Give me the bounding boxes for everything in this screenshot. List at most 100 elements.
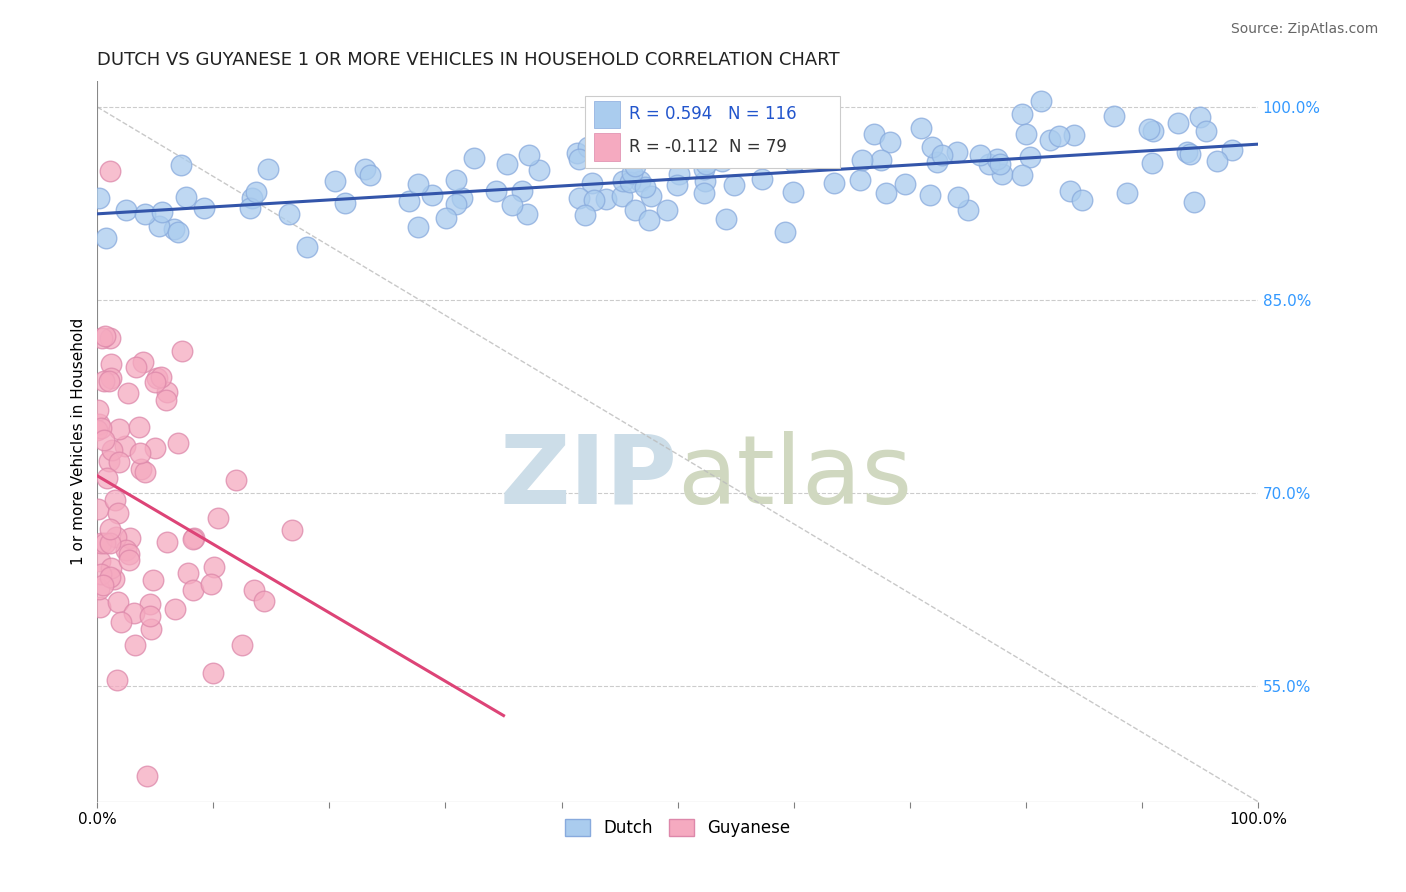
Point [990, 157, 1012, 171]
Point [655, 202, 678, 217]
Point [359, 168, 381, 182]
Point [202, 665, 225, 680]
Point [87, 582, 110, 596]
Point [1011, 168, 1033, 182]
Point [98, 374, 121, 388]
Point [295, 240, 318, 254]
Point [128, 420, 150, 434]
Text: R = -0.112  N = 79: R = -0.112 N = 79 [628, 138, 787, 156]
Point [595, 192, 617, 206]
Point [576, 140, 599, 154]
Point [117, 385, 139, 400]
Point [104, 493, 127, 508]
Point [183, 531, 205, 545]
Point [714, 211, 737, 226]
Point [1188, 110, 1211, 124]
Point [93, 329, 115, 343]
Point [105, 673, 128, 687]
Point [202, 560, 225, 574]
Point [353, 161, 375, 176]
Point [90, 421, 112, 435]
Point [444, 173, 467, 187]
Point [94, 536, 117, 550]
Point [420, 188, 443, 202]
Point [87, 191, 110, 205]
Point [619, 176, 641, 190]
Point [129, 462, 152, 476]
Point [623, 203, 645, 218]
Point [692, 186, 714, 200]
Point [568, 152, 591, 166]
Point [1011, 107, 1033, 121]
Point [155, 393, 177, 408]
Point [1137, 122, 1160, 136]
Point [143, 375, 166, 389]
Point [624, 159, 647, 173]
FancyBboxPatch shape [595, 133, 620, 161]
Point [1102, 109, 1125, 123]
Point [849, 173, 872, 187]
Point [118, 547, 141, 561]
Legend: Dutch, Guyanese: Dutch, Guyanese [558, 812, 797, 844]
Point [1047, 128, 1070, 143]
Point [519, 148, 541, 162]
Point [620, 166, 643, 180]
Point [333, 195, 356, 210]
Point [90, 535, 112, 549]
Point [894, 177, 917, 191]
Point [96, 470, 118, 484]
Point [86, 423, 108, 437]
Point [723, 178, 745, 192]
Point [132, 355, 155, 369]
Point [869, 153, 891, 167]
Point [444, 196, 467, 211]
Point [107, 595, 129, 609]
Point [921, 140, 943, 154]
Point [693, 162, 716, 177]
Point [1220, 143, 1243, 157]
Point [98, 331, 121, 345]
Point [612, 174, 634, 188]
Point [823, 176, 845, 190]
Point [238, 201, 260, 215]
Point [792, 134, 814, 148]
Point [711, 153, 734, 168]
Point [1195, 124, 1218, 138]
Point [87, 403, 110, 417]
Point [94, 230, 117, 244]
Text: Source: ZipAtlas.com: Source: ZipAtlas.com [1230, 22, 1378, 37]
Point [174, 190, 197, 204]
Point [136, 769, 159, 783]
Point [129, 446, 152, 460]
Point [1015, 127, 1038, 141]
Point [122, 606, 145, 620]
Point [125, 359, 148, 374]
Point [114, 440, 136, 454]
Point [124, 638, 146, 652]
Point [93, 374, 115, 388]
Point [91, 578, 114, 592]
Text: R = 0.594   N = 116: R = 0.594 N = 116 [628, 105, 796, 123]
Point [862, 127, 884, 141]
Point [1167, 116, 1189, 130]
Point [108, 422, 131, 436]
Point [496, 157, 519, 171]
Point [115, 203, 138, 218]
Point [200, 576, 222, 591]
Y-axis label: 1 or more Vehicles in Household: 1 or more Vehicles in Household [72, 318, 86, 566]
Point [150, 205, 173, 219]
Point [93, 433, 115, 447]
Point [103, 572, 125, 586]
Point [148, 219, 170, 233]
Point [134, 465, 156, 479]
Point [398, 194, 420, 209]
Point [918, 187, 941, 202]
Point [610, 189, 633, 203]
Point [668, 167, 690, 181]
Point [529, 162, 551, 177]
Point [165, 602, 187, 616]
Point [979, 157, 1001, 171]
Point [1039, 133, 1062, 147]
Point [1116, 186, 1139, 200]
Point [485, 184, 508, 198]
